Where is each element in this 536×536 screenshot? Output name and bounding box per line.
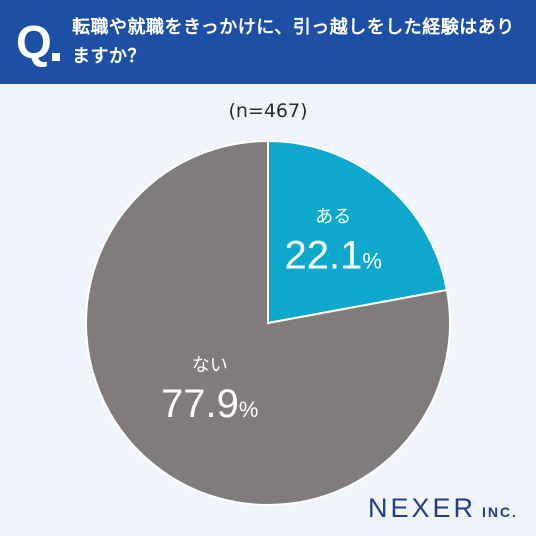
pie-slice-0 [267,139,449,325]
brand-logo: NEXER INC. [368,493,518,524]
question-text: 転職や就職をきっかけに、引っ越しをした経験はありますか？ [72,17,515,67]
pie-labels: ある 22.1% ない 77.9% [161,207,382,426]
pie-slice-1 [85,139,451,506]
pie-slices [85,139,451,506]
slice-value-0: 22.1% [285,234,382,278]
sample-size: (n=467) [228,100,308,122]
slice-value-1: 77.9% [161,382,258,426]
brand-suffix: INC. [482,504,518,520]
brand-name: NEXER [367,493,476,523]
slice-label-0: ある [315,207,351,228]
q-mark: Q [16,16,52,68]
slice-label-1: ない [192,355,228,376]
question-header: Q 転職や就職をきっかけに、引っ越しをした経験はありますか？ [0,0,536,84]
q-dot [52,53,60,61]
